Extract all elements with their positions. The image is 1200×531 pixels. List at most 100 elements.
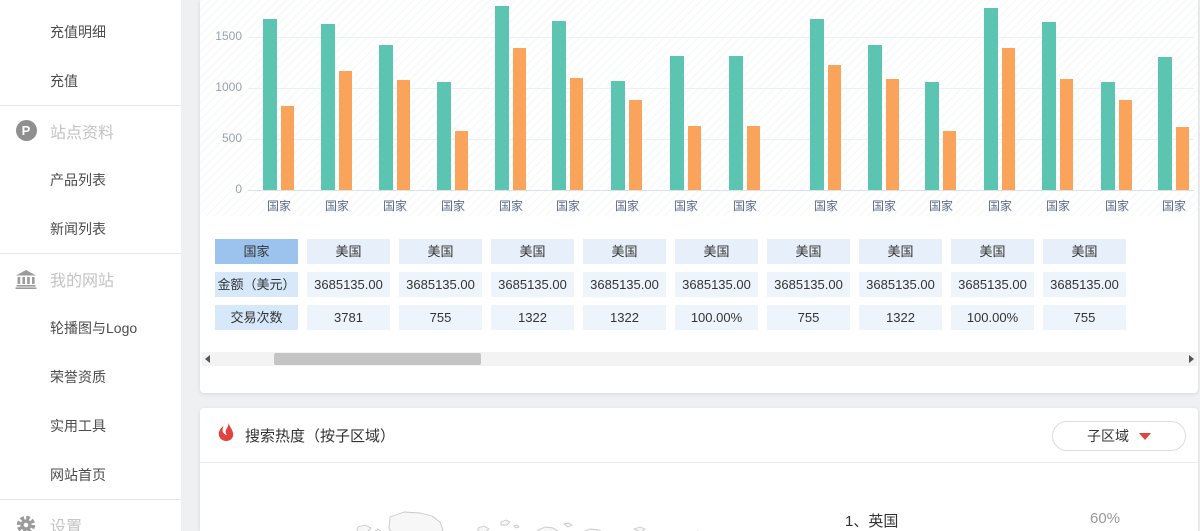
search-heat-card: 搜索热度（按子区域） 子区域 bbox=[200, 408, 1198, 531]
bar-orange bbox=[747, 126, 760, 190]
sidebar-item-label: 新闻列表 bbox=[50, 220, 106, 237]
sidebar-section-label: 站点资料 bbox=[50, 124, 115, 142]
y-axis-tick-label: 0 bbox=[235, 182, 242, 196]
table-cell: 3685135.00 bbox=[675, 272, 758, 297]
gridline bbox=[248, 139, 1194, 140]
bar-orange bbox=[1060, 79, 1073, 190]
bar-chart-plot: 0 500 1000 1500 国家 国家 国家 国家 国家 国家 国家 国家 国家 国家 国家 国家 国家 国家… bbox=[200, 0, 1198, 216]
table-cell: 3685135.00 bbox=[583, 272, 666, 297]
sidebar: 充值明细 充值 P 站点资料 产品列表 新闻列表 bbox=[0, 0, 181, 531]
bar-orange bbox=[943, 131, 956, 190]
sidebar-item-label: 轮播图与Logo bbox=[50, 319, 138, 336]
sidebar-item-label: 充值明细 bbox=[50, 23, 106, 40]
sidebar-item-label: 网站首页 bbox=[50, 466, 106, 483]
ranking-row: 1、英国 60% bbox=[845, 510, 1135, 531]
y-axis-tick-label: 1500 bbox=[215, 29, 242, 43]
search-heat-header: 搜索热度（按子区域） 子区域 bbox=[200, 408, 1198, 463]
scrollbar-thumb[interactable] bbox=[274, 353, 481, 365]
bar-orange bbox=[688, 126, 701, 190]
sidebar-group-recharge: 充值明细 充值 bbox=[0, 0, 181, 106]
world-map bbox=[328, 503, 840, 531]
table-cell: 3685135.00 bbox=[859, 272, 942, 297]
sidebar-item-label: 充值 bbox=[50, 72, 78, 89]
bar-teal bbox=[495, 6, 509, 190]
bar-teal bbox=[925, 82, 939, 190]
table-cell: 3685135.00 bbox=[1043, 272, 1126, 297]
table-cell: 3685135.00 bbox=[491, 272, 574, 297]
bar-teal bbox=[670, 56, 684, 190]
y-axis-tick-label: 1000 bbox=[215, 80, 242, 94]
sidebar-item-tools[interactable]: 实用工具 bbox=[0, 401, 181, 450]
bar-orange bbox=[339, 71, 352, 190]
table-cell: 100.00% bbox=[675, 305, 758, 330]
x-axis-category-label: 国家 bbox=[382, 199, 407, 213]
stats-card: 0 500 1000 1500 国家 国家 国家 国家 国家 国家 国家 国家 国家 国家 国家 国家 国家 国家… bbox=[200, 0, 1198, 393]
x-axis-category-label: 国家 bbox=[324, 199, 349, 213]
table-cell: 美国 bbox=[859, 239, 942, 264]
x-axis-category-label: 国家 bbox=[266, 199, 291, 213]
bar-teal bbox=[611, 81, 625, 190]
y-axis-tick-label: 500 bbox=[221, 131, 242, 145]
scroll-left-arrow-icon[interactable] bbox=[205, 355, 210, 363]
table-cell: 1322 bbox=[491, 305, 574, 330]
sidebar-item-recharge-detail[interactable]: 充值明细 bbox=[0, 7, 181, 56]
table-cell: 美国 bbox=[1043, 239, 1126, 264]
table-cell: 3781 bbox=[307, 305, 390, 330]
bar-orange bbox=[281, 106, 294, 190]
table-cell: 美国 bbox=[307, 239, 390, 264]
x-axis-category-label: 国家 bbox=[871, 199, 896, 213]
subregion-dropdown-button[interactable]: 子区域 bbox=[1052, 421, 1186, 451]
bar-orange bbox=[455, 131, 468, 190]
x-axis-line bbox=[248, 190, 1194, 191]
x-axis-category-label: 国家 bbox=[987, 199, 1012, 213]
x-axis-category-label: 国家 bbox=[1104, 199, 1129, 213]
sidebar-section-settings[interactable]: 设置 bbox=[0, 500, 181, 531]
sidebar-item-label: 产品列表 bbox=[50, 171, 106, 188]
table-cell: 755 bbox=[767, 305, 850, 330]
table-cell: 美国 bbox=[675, 239, 758, 264]
sidebar-item-label: 荣誉资质 bbox=[50, 368, 106, 385]
dropdown-label: 子区域 bbox=[1087, 428, 1129, 444]
table-cell: 3685135.00 bbox=[951, 272, 1034, 297]
sidebar-item-recharge[interactable]: 充值 bbox=[0, 56, 181, 105]
sidebar-item-product-list[interactable]: 产品列表 bbox=[0, 155, 181, 204]
bar-orange bbox=[513, 48, 526, 190]
chevron-down-icon bbox=[1139, 432, 1151, 440]
x-axis-category-label: 国家 bbox=[1045, 199, 1070, 213]
bar-orange bbox=[1119, 100, 1132, 190]
table-cell: 美国 bbox=[491, 239, 574, 264]
x-axis-category-label: 国家 bbox=[614, 199, 639, 213]
table-cell: 3685135.00 bbox=[307, 272, 390, 297]
table-cell: 1322 bbox=[583, 305, 666, 330]
table-cell: 美国 bbox=[583, 239, 666, 264]
bar-orange bbox=[1176, 127, 1189, 190]
x-axis-category-label: 国家 bbox=[928, 199, 953, 213]
bar-teal bbox=[321, 24, 335, 190]
x-axis-category-label: 国家 bbox=[498, 199, 523, 213]
sidebar-group-settings: 设置 bbox=[0, 500, 181, 531]
bar-teal bbox=[984, 8, 998, 190]
gear-icon bbox=[15, 514, 37, 531]
sidebar-item-banner-logo[interactable]: 轮播图与Logo bbox=[0, 303, 181, 352]
bar-teal bbox=[1101, 82, 1115, 190]
horizontal-scrollbar[interactable] bbox=[202, 352, 1197, 366]
x-axis-category-label: 国家 bbox=[732, 199, 757, 213]
sidebar-item-honors[interactable]: 荣誉资质 bbox=[0, 352, 181, 401]
table-cell: 美国 bbox=[767, 239, 850, 264]
table-cell: 3685135.00 bbox=[767, 272, 850, 297]
sidebar-item-news-list[interactable]: 新闻列表 bbox=[0, 204, 181, 253]
ranking-country: 1、英国 bbox=[845, 513, 899, 530]
bar-teal bbox=[868, 45, 882, 190]
bar-teal bbox=[1042, 22, 1056, 190]
sidebar-section-site-info[interactable]: P 站点资料 bbox=[0, 106, 181, 155]
bar-orange bbox=[1002, 48, 1015, 190]
sidebar-section-my-site[interactable]: 我的网站 bbox=[0, 254, 181, 303]
sidebar-item-homepage[interactable]: 网站首页 bbox=[0, 450, 181, 499]
section-title: 搜索热度（按子区域） bbox=[245, 427, 396, 445]
bar-teal bbox=[263, 19, 277, 190]
gridline bbox=[248, 37, 1194, 38]
scroll-right-arrow-icon[interactable] bbox=[1189, 355, 1194, 363]
bar-teal bbox=[1158, 57, 1172, 190]
x-axis-category-label: 国家 bbox=[440, 199, 465, 213]
table-row-label: 交易次数 bbox=[215, 305, 298, 330]
